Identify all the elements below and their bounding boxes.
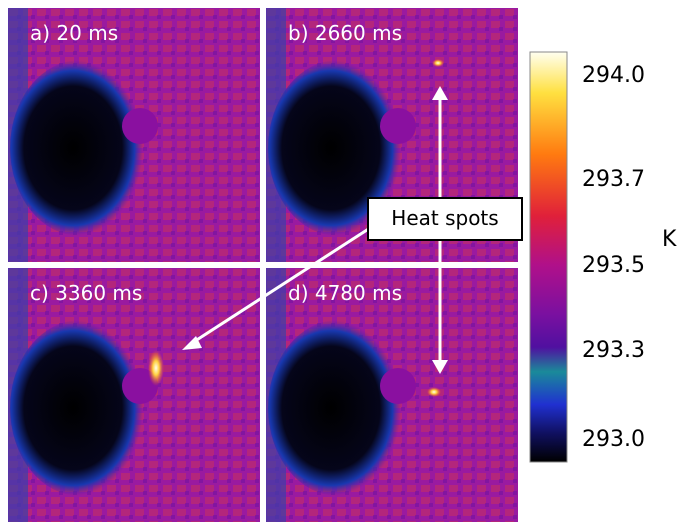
thermal-image (8, 8, 260, 262)
panel-label: a) 20 ms (30, 21, 118, 45)
colorbar-tick: 293.0 (582, 427, 645, 452)
thermal-image (266, 268, 518, 522)
colorbar (529, 51, 568, 463)
colorbar-tick: 294.0 (582, 63, 645, 88)
thermal-image (266, 8, 518, 262)
panel-label: b) 2660 ms (288, 21, 402, 45)
panel-label: d) 4780 ms (288, 281, 402, 305)
annotation: Heat spots (391, 206, 498, 230)
thermal-image (8, 268, 260, 522)
colorbar-tick: 293.7 (582, 167, 645, 192)
panel-label: c) 3360 ms (30, 281, 142, 305)
annotation-box (367, 197, 523, 241)
colorbar-tick: 293.3 (582, 338, 645, 363)
colorbar-tick: 293.5 (582, 253, 645, 278)
colorbar-unit: K (662, 227, 677, 252)
